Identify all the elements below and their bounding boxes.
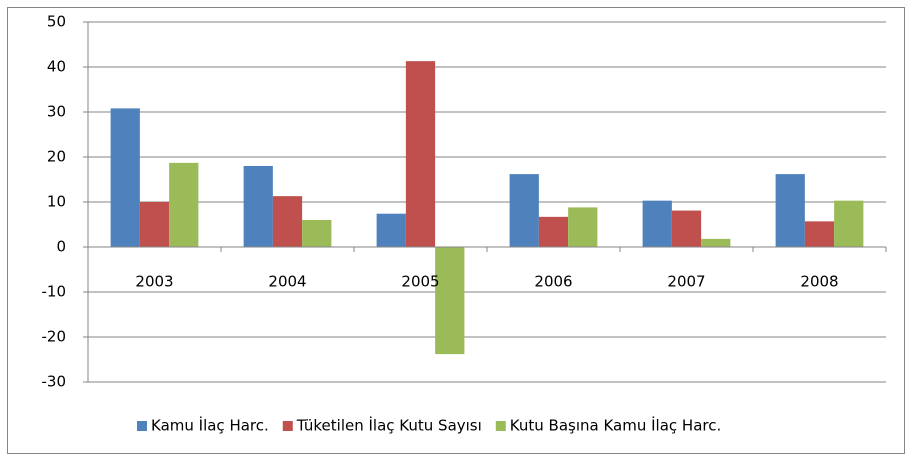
bar bbox=[834, 200, 864, 247]
y-tick-label: -20 bbox=[42, 328, 67, 346]
legend-label: Kamu İlaç Harc. bbox=[151, 416, 269, 435]
bar bbox=[405, 61, 436, 248]
y-tick-label: 50 bbox=[47, 13, 66, 31]
x-tick-label: 2007 bbox=[667, 273, 705, 291]
x-tick-label: 2005 bbox=[401, 273, 439, 291]
bar bbox=[671, 210, 702, 247]
bar bbox=[568, 207, 598, 247]
legend-label: Tüketilen İlaç Kutu Sayısı bbox=[296, 416, 482, 435]
bar bbox=[302, 220, 332, 247]
bar bbox=[509, 174, 539, 247]
legend-swatch bbox=[282, 421, 293, 431]
bar bbox=[775, 174, 805, 247]
bar bbox=[642, 200, 672, 247]
bar bbox=[376, 213, 406, 247]
bar bbox=[701, 238, 731, 247]
legend-label: Kutu Başına Kamu İlaç Harc. bbox=[510, 416, 721, 435]
y-tick-label: 40 bbox=[47, 58, 66, 76]
bar bbox=[110, 108, 140, 248]
x-tick-label: 2008 bbox=[800, 273, 838, 291]
x-tick-label: 2006 bbox=[534, 273, 572, 291]
bar bbox=[435, 247, 465, 355]
bar bbox=[139, 202, 170, 247]
bar bbox=[804, 221, 835, 247]
bar bbox=[243, 166, 273, 247]
x-tick-label: 2004 bbox=[268, 273, 306, 291]
bar bbox=[169, 162, 199, 247]
y-tick-label: -10 bbox=[42, 283, 67, 301]
y-tick-label: 30 bbox=[47, 103, 66, 121]
legend-swatch bbox=[137, 421, 147, 431]
y-tick-label: 10 bbox=[47, 193, 66, 211]
y-tick-label: 20 bbox=[47, 148, 66, 166]
legend-swatch bbox=[495, 421, 506, 431]
y-tick-label: 0 bbox=[56, 238, 66, 256]
bar bbox=[538, 216, 569, 247]
bar bbox=[272, 196, 303, 247]
y-tick-label: -30 bbox=[42, 373, 67, 391]
x-tick-label: 2003 bbox=[135, 273, 173, 291]
